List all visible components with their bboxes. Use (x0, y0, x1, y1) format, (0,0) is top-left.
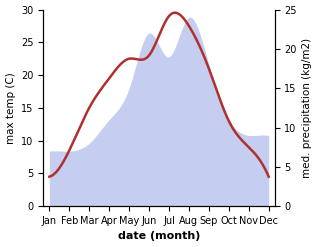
X-axis label: date (month): date (month) (118, 231, 200, 242)
Y-axis label: max temp (C): max temp (C) (5, 72, 16, 144)
Y-axis label: med. precipitation (kg/m2): med. precipitation (kg/m2) (302, 38, 313, 178)
